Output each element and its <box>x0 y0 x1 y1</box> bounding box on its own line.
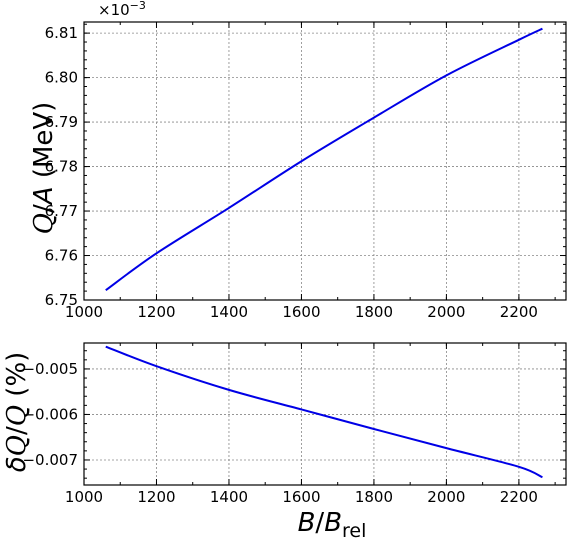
plot-frame <box>83 21 567 301</box>
y-tick-label: −0.007 <box>22 451 78 469</box>
x-tick-label: 1200 <box>137 303 175 321</box>
x-tick-label: 1800 <box>355 488 393 506</box>
y-tick-label: 6.78 <box>45 158 78 176</box>
x-tick-label: 1000 <box>65 303 103 321</box>
y-tick-label: −0.006 <box>22 405 78 423</box>
x-tick-label: 1400 <box>210 488 248 506</box>
y-tick-label: 6.77 <box>45 202 78 220</box>
x-tick-label: 2200 <box>500 303 538 321</box>
x-axis-label: B/Brel <box>298 508 367 539</box>
y-tick-label: 6.80 <box>45 69 78 87</box>
x-tick-label: 1600 <box>282 488 320 506</box>
y-offset-label: ×10−3 <box>98 0 146 19</box>
y-tick-label: −0.005 <box>22 360 78 378</box>
y-tick-label: 6.75 <box>45 291 78 309</box>
x-tick-label: 1400 <box>210 303 248 321</box>
x-tick-label: 1200 <box>137 488 175 506</box>
chart-top-panel: 1000 1200 1400 1600 1800 2000 2200 6.75 6.76 6.77… <box>45 21 567 321</box>
x-tick-label: 1600 <box>282 303 320 321</box>
y-axis-label-bottom: δQ/Q (%) <box>2 352 32 473</box>
series-line <box>105 27 543 292</box>
x-tick-label: 1800 <box>355 303 393 321</box>
x-tick-label: 1000 <box>65 488 103 506</box>
y-tick-label: 6.79 <box>45 113 78 131</box>
y-tick-label: 6.76 <box>45 247 78 265</box>
y-axis-label-top: Q/A (MeV) <box>29 102 59 235</box>
chart-bottom-panel: 1000 1200 1400 1600 1800 2000 2200 −0.005 −0.006… <box>22 342 567 506</box>
x-tick-label: 2200 <box>500 488 538 506</box>
y-tick-label: 6.81 <box>45 24 78 42</box>
x-tick-label: 2000 <box>427 303 465 321</box>
plot-frame <box>83 342 567 486</box>
x-tick-label: 2000 <box>427 488 465 506</box>
series-line <box>105 345 543 479</box>
